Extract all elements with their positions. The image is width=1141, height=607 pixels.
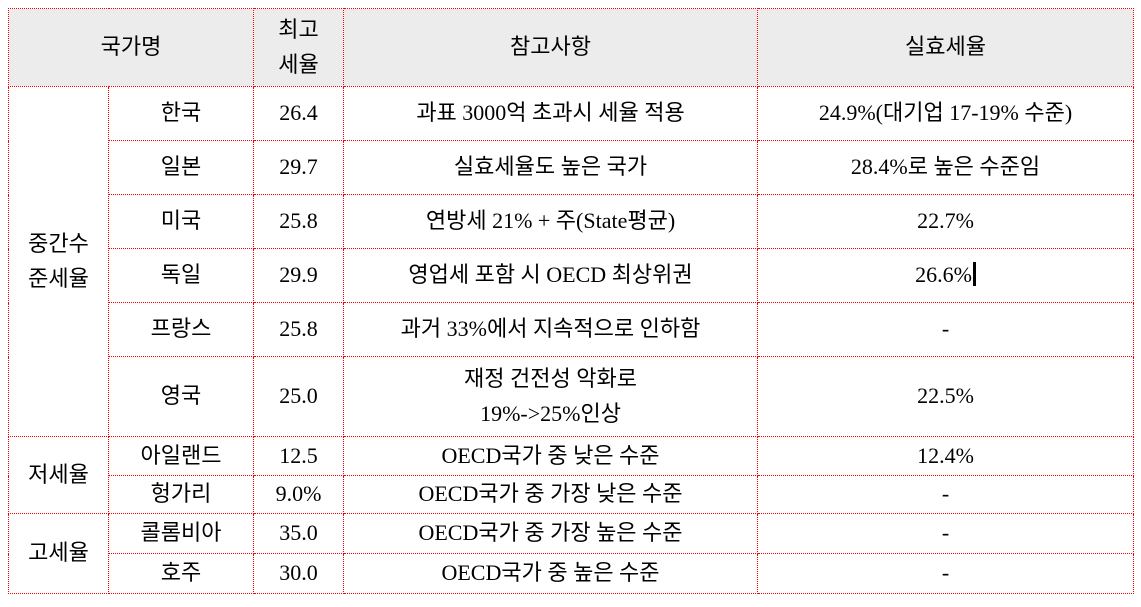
cell-effective[interactable]: - — [757, 302, 1135, 357]
cell-country[interactable]: 독일 — [107, 248, 255, 303]
cell-group-high-rate[interactable]: 고세율 — [8, 513, 109, 594]
cell-top-rate[interactable]: 29.9 — [253, 248, 345, 303]
cell-top-rate[interactable]: 12.5 — [253, 436, 345, 476]
cell-effective[interactable]: 26.6% — [757, 248, 1135, 303]
cell-note[interactable]: OECD국가 중 가장 높은 수준 — [343, 513, 759, 554]
cell-note[interactable]: 연방세 21% + 주(State평균) — [343, 194, 759, 249]
cell-effective[interactable]: - — [757, 513, 1135, 554]
cell-effective[interactable]: - — [757, 553, 1135, 594]
cell-effective[interactable]: 12.4% — [757, 436, 1135, 476]
table-row-japan: 일본 29.7 실효세율도 높은 국가 28.4%로 높은 수준임 — [9, 140, 1135, 195]
cell-group-low-rate[interactable]: 저세율 — [8, 436, 109, 514]
cell-top-rate[interactable]: 9.0% — [253, 475, 345, 514]
cell-effective[interactable]: 28.4%로 높은 수준임 — [757, 140, 1135, 195]
cell-country[interactable]: 프랑스 — [107, 302, 255, 357]
cell-group-mid-rate[interactable]: 중간수 준세율 — [8, 86, 109, 437]
cell-note[interactable]: 실효세율도 높은 국가 — [343, 140, 759, 195]
cell-note[interactable]: OECD국가 중 낮은 수준 — [343, 436, 759, 476]
cell-effective[interactable]: - — [757, 475, 1135, 514]
cell-note[interactable]: OECD국가 중 높은 수준 — [343, 553, 759, 594]
cell-note[interactable]: 재정 건전성 악화로 19%->25%인상 — [343, 356, 759, 437]
table-row-australia: 호주 30.0 OECD국가 중 높은 수준 - — [9, 553, 1135, 594]
table-row-colombia: 고세율 콜롬비아 35.0 OECD국가 중 가장 높은 수준 - — [8, 513, 1135, 594]
cell-note[interactable]: OECD국가 중 가장 낮은 수준 — [343, 475, 759, 514]
cell-top-rate[interactable]: 30.0 — [253, 553, 345, 594]
header-country-name[interactable]: 국가명 — [7, 8, 255, 87]
cell-note[interactable]: 과거 33%에서 지속적으로 인하함 — [343, 302, 759, 357]
effective-value: 26.6% — [915, 262, 972, 288]
cell-country[interactable]: 콜롬비아 — [107, 513, 255, 554]
header-effective-rate[interactable]: 실효세율 — [757, 8, 1135, 87]
cell-top-rate[interactable]: 35.0 — [253, 513, 345, 554]
table-header-row: 국가명 최고 세율 참고사항 실효세율 — [7, 8, 1135, 87]
cell-country[interactable]: 호주 — [107, 553, 255, 594]
cell-top-rate[interactable]: 26.4 — [253, 86, 345, 141]
table-row-ireland: 저세율 아일랜드 12.5 OECD국가 중 낮은 수준 12.4% — [8, 436, 1135, 514]
cell-country[interactable]: 일본 — [107, 140, 255, 195]
cell-country[interactable]: 아일랜드 — [107, 436, 255, 476]
text-cursor — [972, 262, 976, 287]
table-row-uk: 영국 25.0 재정 건전성 악화로 19%->25%인상 22.5% — [9, 356, 1135, 437]
table-row-usa: 미국 25.8 연방세 21% + 주(State평균) 22.7% — [9, 194, 1135, 249]
cell-effective[interactable]: 22.5% — [757, 356, 1135, 437]
cell-effective[interactable]: 22.7% — [757, 194, 1135, 249]
table-row-france: 프랑스 25.8 과거 33%에서 지속적으로 인하함 - — [9, 302, 1135, 357]
cell-country[interactable]: 헝가리 — [107, 475, 255, 514]
cell-effective[interactable]: 24.9%(대기업 17-19% 수준) — [757, 86, 1135, 141]
cell-top-rate[interactable]: 25.8 — [253, 194, 345, 249]
cell-top-rate[interactable]: 29.7 — [253, 140, 345, 195]
table-row-hungary: 헝가리 9.0% OECD국가 중 가장 낮은 수준 - — [9, 475, 1135, 514]
cell-note[interactable]: 영업세 포함 시 OECD 최상위권 — [343, 248, 759, 303]
cell-country[interactable]: 미국 — [107, 194, 255, 249]
header-top-rate[interactable]: 최고 세율 — [253, 8, 345, 87]
cell-country[interactable]: 한국 — [107, 86, 255, 141]
cell-top-rate[interactable]: 25.0 — [253, 356, 345, 437]
header-notes[interactable]: 참고사항 — [343, 8, 759, 87]
table-row-germany: 독일 29.9 영업세 포함 시 OECD 최상위권 26.6% — [9, 248, 1135, 303]
cell-country[interactable]: 영국 — [107, 356, 255, 437]
tax-rate-table: 국가명 최고 세율 참고사항 실효세율 중간수 준세율 한국 26.4 과표 3… — [7, 8, 1135, 594]
cell-note[interactable]: 과표 3000억 초과시 세율 적용 — [343, 86, 759, 141]
cell-top-rate[interactable]: 25.8 — [253, 302, 345, 357]
table-row-korea: 중간수 준세율 한국 26.4 과표 3000억 초과시 세율 적용 24.9%… — [8, 86, 1135, 437]
